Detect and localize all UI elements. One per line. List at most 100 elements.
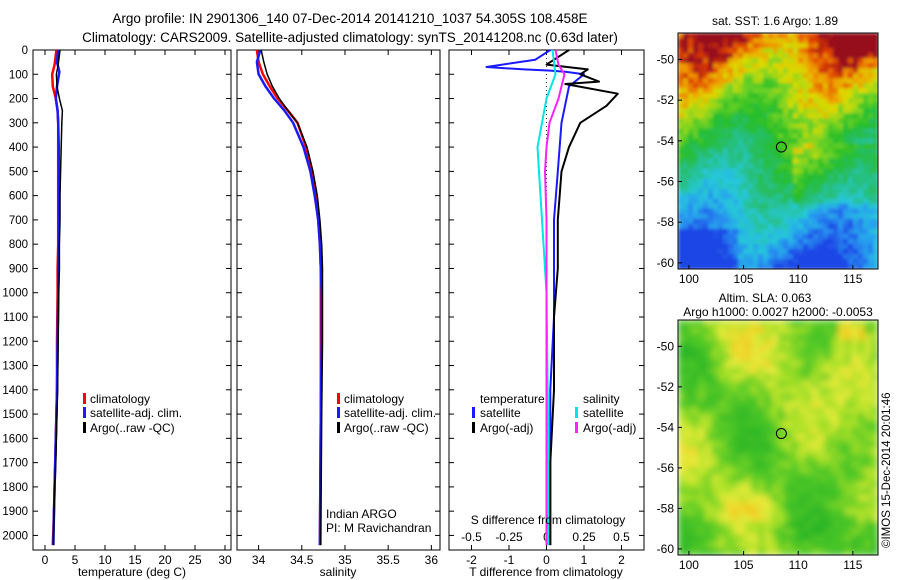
sla-cell — [844, 528, 852, 536]
sla-cell — [678, 501, 686, 509]
sla-cell — [678, 521, 686, 529]
sst-cell — [748, 53, 754, 59]
sst-cell — [693, 238, 699, 245]
sst-cell — [843, 198, 849, 205]
sst-cell — [843, 63, 849, 69]
sla-cell — [764, 434, 772, 442]
sst-cell — [863, 238, 869, 245]
sst-cell — [773, 168, 779, 175]
sst-cell — [798, 68, 804, 74]
sst-cell — [818, 188, 824, 195]
sst-cell — [823, 228, 829, 235]
sst-cell — [828, 163, 834, 170]
sst-cell — [723, 98, 729, 104]
sla-cell — [684, 487, 692, 496]
sst-cell — [853, 78, 859, 84]
sst-cell — [783, 43, 789, 49]
sst-cell — [728, 168, 734, 175]
sla-cell — [678, 360, 686, 368]
sla-cell — [744, 534, 752, 543]
sst-cell — [813, 113, 819, 119]
sst-cell — [793, 58, 799, 64]
sla-cell — [851, 501, 859, 509]
sst-cell — [833, 223, 839, 230]
sst-cell — [803, 58, 809, 64]
sla-cell — [851, 494, 859, 502]
sla-cell — [818, 333, 826, 341]
sla-cell — [724, 420, 732, 429]
sst-cell — [833, 183, 839, 190]
sst-cell — [853, 248, 859, 255]
sst-cell — [828, 93, 834, 99]
sst-cell — [768, 218, 774, 225]
sla-cell — [804, 474, 812, 482]
sst-cell — [748, 213, 754, 220]
sst-cell — [708, 158, 714, 165]
sla-cell — [771, 461, 779, 469]
sst-cell — [703, 153, 709, 160]
sla-cell — [711, 508, 719, 516]
sst-cell — [698, 213, 704, 220]
sst-cell — [798, 263, 804, 269]
sst-cell — [743, 88, 749, 94]
sst-cell — [678, 223, 684, 230]
sst-cell — [848, 63, 854, 69]
sst-cell — [743, 133, 749, 140]
sst-cell — [793, 138, 799, 145]
sst-cell — [683, 193, 689, 200]
sst-cell — [778, 58, 784, 64]
sla-cell — [851, 521, 859, 529]
sst-cell — [698, 218, 704, 225]
sla-cell — [784, 340, 792, 348]
sla-cell — [704, 420, 712, 429]
sst-cell — [813, 183, 819, 190]
sst-cell — [763, 223, 769, 230]
sla-cell — [791, 481, 799, 489]
sla-cell — [711, 393, 719, 402]
sst-cell — [683, 203, 689, 210]
sla-cell — [718, 380, 726, 388]
salinity-panel: 34 34.5 35 35.5 36 climatology satellite-adj… — [236, 49, 441, 579]
sst-cell — [868, 198, 874, 205]
sla-cell — [771, 420, 779, 429]
sst-cell — [773, 198, 779, 205]
sla-cell — [724, 481, 732, 489]
sst-cell — [783, 208, 789, 215]
sst-cell — [713, 258, 719, 265]
sst-cell — [708, 208, 714, 215]
legend-header-salinity: salinity — [583, 392, 620, 406]
sst-cell — [828, 153, 834, 160]
sst-cell — [853, 68, 859, 74]
sst-cell — [863, 233, 869, 240]
sst-cell — [688, 198, 694, 205]
sla-cell — [858, 521, 866, 529]
sst-cell — [838, 218, 844, 225]
y-tick-label: -50 — [657, 339, 675, 353]
sst-cell — [763, 258, 769, 265]
sst-cell — [743, 218, 749, 225]
sst-cell — [818, 183, 824, 190]
sla-cell — [738, 434, 746, 442]
sst-cell — [873, 43, 878, 49]
sst-cell — [723, 68, 729, 74]
sst-cell — [693, 228, 699, 235]
sst-cell — [873, 203, 878, 210]
y-tick-label: -50 — [657, 52, 675, 66]
sst-cell — [798, 98, 804, 104]
sla-cell — [744, 481, 752, 489]
sla-cell — [751, 340, 759, 348]
sla-cell — [684, 447, 692, 455]
sst-cell — [843, 173, 849, 180]
sst-cell — [683, 128, 689, 135]
sst-cell — [763, 193, 769, 200]
sst-cell — [758, 218, 764, 225]
sla-cell — [858, 434, 866, 442]
sst-cell — [768, 253, 774, 260]
sst-cell — [758, 98, 764, 104]
sst-cell — [678, 143, 684, 150]
sst-cell — [873, 93, 878, 99]
sst-cell — [863, 133, 869, 140]
sst-cell — [693, 153, 699, 160]
sst-cell — [858, 88, 864, 94]
